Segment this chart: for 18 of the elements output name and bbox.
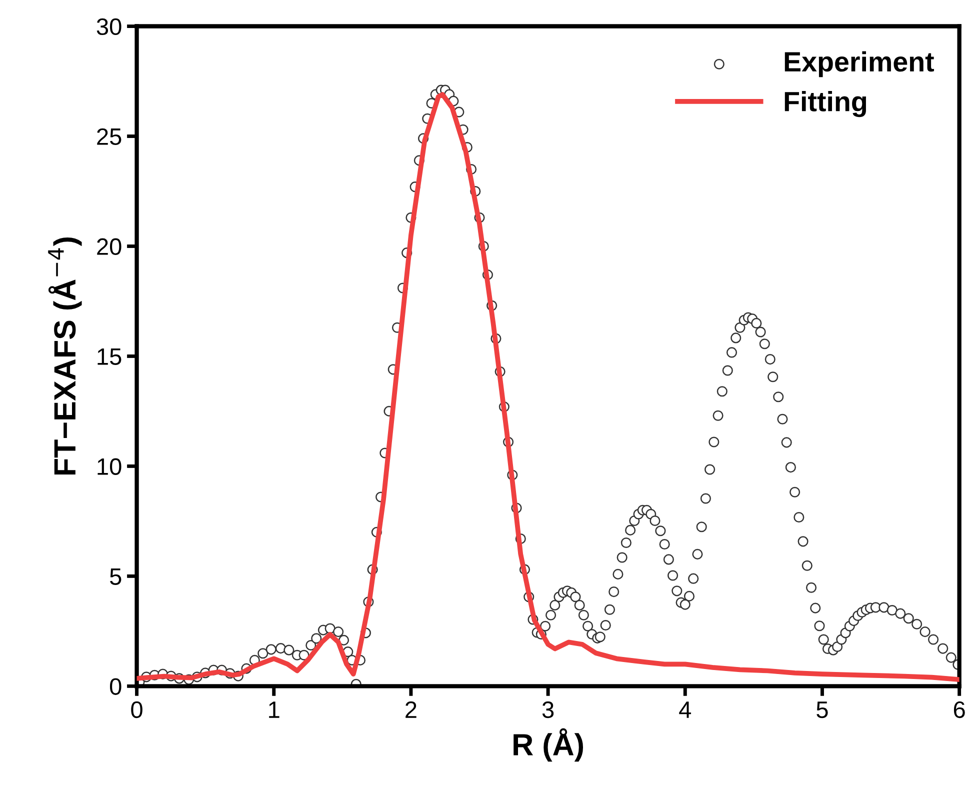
legend-label: Fitting — [784, 91, 866, 118]
x-tick-label: 1 — [269, 702, 280, 718]
legend-label: Experiment — [784, 51, 934, 78]
x-tick-label: 2 — [406, 701, 416, 718]
y-tick-label: 30 — [96, 18, 122, 36]
x-tick-label: 6 — [954, 701, 965, 718]
x-tick-label: 5 — [816, 702, 828, 718]
y-tick-label: 5 — [110, 568, 122, 585]
y-tick-label: 25 — [97, 128, 122, 146]
y-tick-label: 10 — [98, 458, 122, 475]
x-tick-label: 4 — [679, 702, 692, 718]
y-tick-label: 20 — [97, 238, 122, 256]
y-tick-label: 0 — [110, 678, 122, 695]
y-axis-title: FT−EXAFS (Å$^{−4}$) — [48, 238, 82, 475]
x-axis-title: R (Å) — [514, 728, 584, 762]
y-tick-label: 15 — [98, 348, 122, 365]
x-tick-label: 3 — [542, 701, 554, 718]
x-tick-label: 0 — [131, 701, 142, 718]
